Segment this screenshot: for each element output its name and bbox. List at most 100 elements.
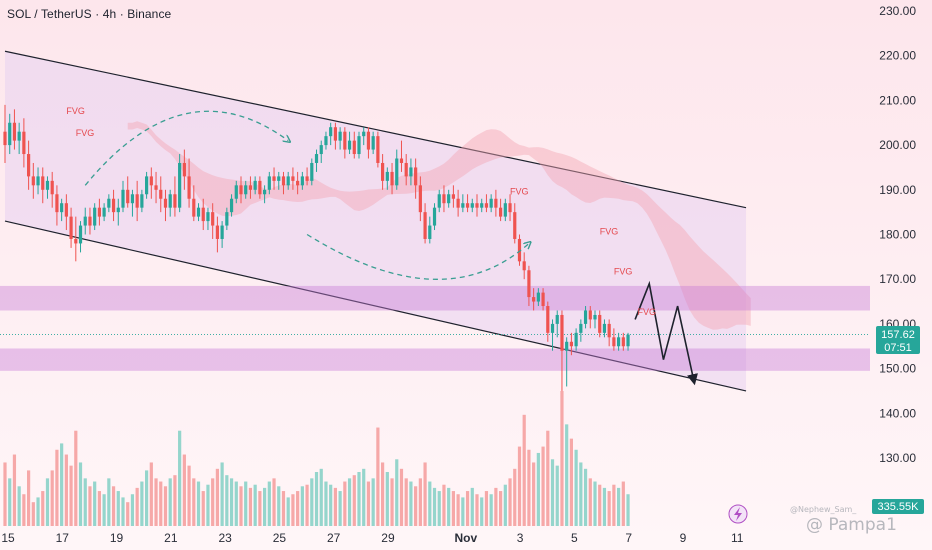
- candle-body: [97, 207, 101, 217]
- candle-body: [583, 310, 588, 324]
- x-axis[interactable]: 15 17 19 21 23 25 27 29 Nov 3 5 7 9 11: [1, 531, 743, 545]
- candle: [211, 203, 215, 239]
- volume-bar: [111, 486, 116, 526]
- drawing-layer: [84, 110, 698, 386]
- bolt-icon[interactable]: [728, 504, 748, 524]
- candle-body: [489, 198, 493, 208]
- y-tick-label: 230.00: [879, 4, 916, 18]
- candle: [607, 319, 611, 347]
- volume-bar: [36, 497, 40, 526]
- candle: [64, 194, 68, 231]
- candle-body: [74, 238, 78, 244]
- candle-body: [333, 127, 337, 141]
- x-tick-label: 25: [273, 531, 287, 545]
- candle: [442, 185, 446, 213]
- x-tick-label: 19: [110, 531, 124, 545]
- candle: [12, 109, 17, 150]
- candle: [187, 158, 191, 208]
- volume-bar: [465, 491, 470, 526]
- candle: [3, 104, 7, 163]
- candle-body: [617, 337, 621, 347]
- volume-bar: [300, 486, 304, 526]
- candle-body: [135, 194, 139, 208]
- candle: [291, 167, 295, 190]
- candle: [617, 332, 621, 351]
- candle: [22, 118, 26, 168]
- dashed-arc-1: [84, 110, 288, 186]
- channel-upper-line: [4, 50, 747, 209]
- candle-body: [451, 194, 455, 199]
- volume-bar: [409, 481, 413, 526]
- volume-bar: [258, 491, 262, 526]
- candle-body: [41, 176, 45, 190]
- volume-bar: [154, 478, 158, 526]
- candle-body: [371, 136, 375, 150]
- candle: [78, 221, 83, 253]
- candle-body: [565, 341, 569, 351]
- volume-bar: [381, 462, 385, 526]
- volume-bar: [145, 470, 149, 526]
- volume-bar: [489, 494, 493, 526]
- candle-body: [8, 122, 12, 146]
- candle-body: [621, 337, 625, 347]
- candle-body: [362, 131, 366, 137]
- volume-bar: [456, 494, 460, 526]
- volume-bar: [602, 487, 607, 526]
- candle: [456, 189, 460, 217]
- candle: [451, 185, 455, 208]
- candle: [414, 158, 418, 199]
- candle-body: [475, 203, 479, 208]
- candle: [574, 328, 578, 351]
- x-tick-label: 7: [625, 531, 632, 545]
- candle: [83, 207, 87, 235]
- candle: [272, 167, 276, 190]
- candle: [447, 189, 451, 208]
- candle-body: [324, 136, 328, 146]
- volume-bar: [527, 449, 531, 526]
- candle-body: [499, 207, 503, 217]
- volume-bar: [3, 462, 7, 526]
- candle-body: [178, 162, 182, 208]
- fvg-label-4: FVG: [600, 227, 619, 237]
- candle: [116, 198, 120, 226]
- candle-body: [560, 314, 564, 351]
- candle: [286, 171, 290, 190]
- candle: [565, 337, 569, 387]
- volume-bar: [45, 478, 50, 526]
- x-tick-label: 3: [517, 531, 524, 545]
- candle: [168, 189, 172, 217]
- candle: [305, 167, 309, 186]
- candle: [17, 122, 21, 155]
- candle-body: [248, 185, 253, 190]
- candle: [201, 198, 205, 231]
- candle-body: [598, 314, 602, 333]
- candle: [484, 194, 489, 213]
- volume-bar: [555, 465, 559, 526]
- candle-body: [517, 238, 522, 262]
- volume-bar: [182, 454, 186, 526]
- candle: [277, 171, 281, 190]
- candle: [418, 176, 422, 222]
- candle-body: [385, 171, 389, 181]
- volume-badge: 335.55K: [872, 499, 924, 514]
- candle: [60, 198, 64, 222]
- x-tick-label: 17: [56, 531, 70, 545]
- volume-bar: [522, 414, 526, 526]
- candle: [362, 127, 366, 146]
- x-tick-label: Nov: [455, 531, 478, 545]
- candle-body: [404, 162, 408, 177]
- candle-body: [470, 203, 474, 208]
- candle: [522, 252, 526, 280]
- candle-body: [527, 270, 531, 298]
- volume-bar: [343, 481, 347, 526]
- candle: [281, 171, 286, 195]
- candle-body: [291, 176, 295, 181]
- candle: [583, 306, 588, 329]
- volume-bar: [437, 491, 441, 526]
- candle: [55, 185, 59, 226]
- symbol-title[interactable]: SOL / TetherUS · 4h · Binance: [7, 7, 172, 21]
- candle: [470, 198, 474, 213]
- candle-body: [196, 207, 201, 217]
- candle-body: [267, 176, 271, 190]
